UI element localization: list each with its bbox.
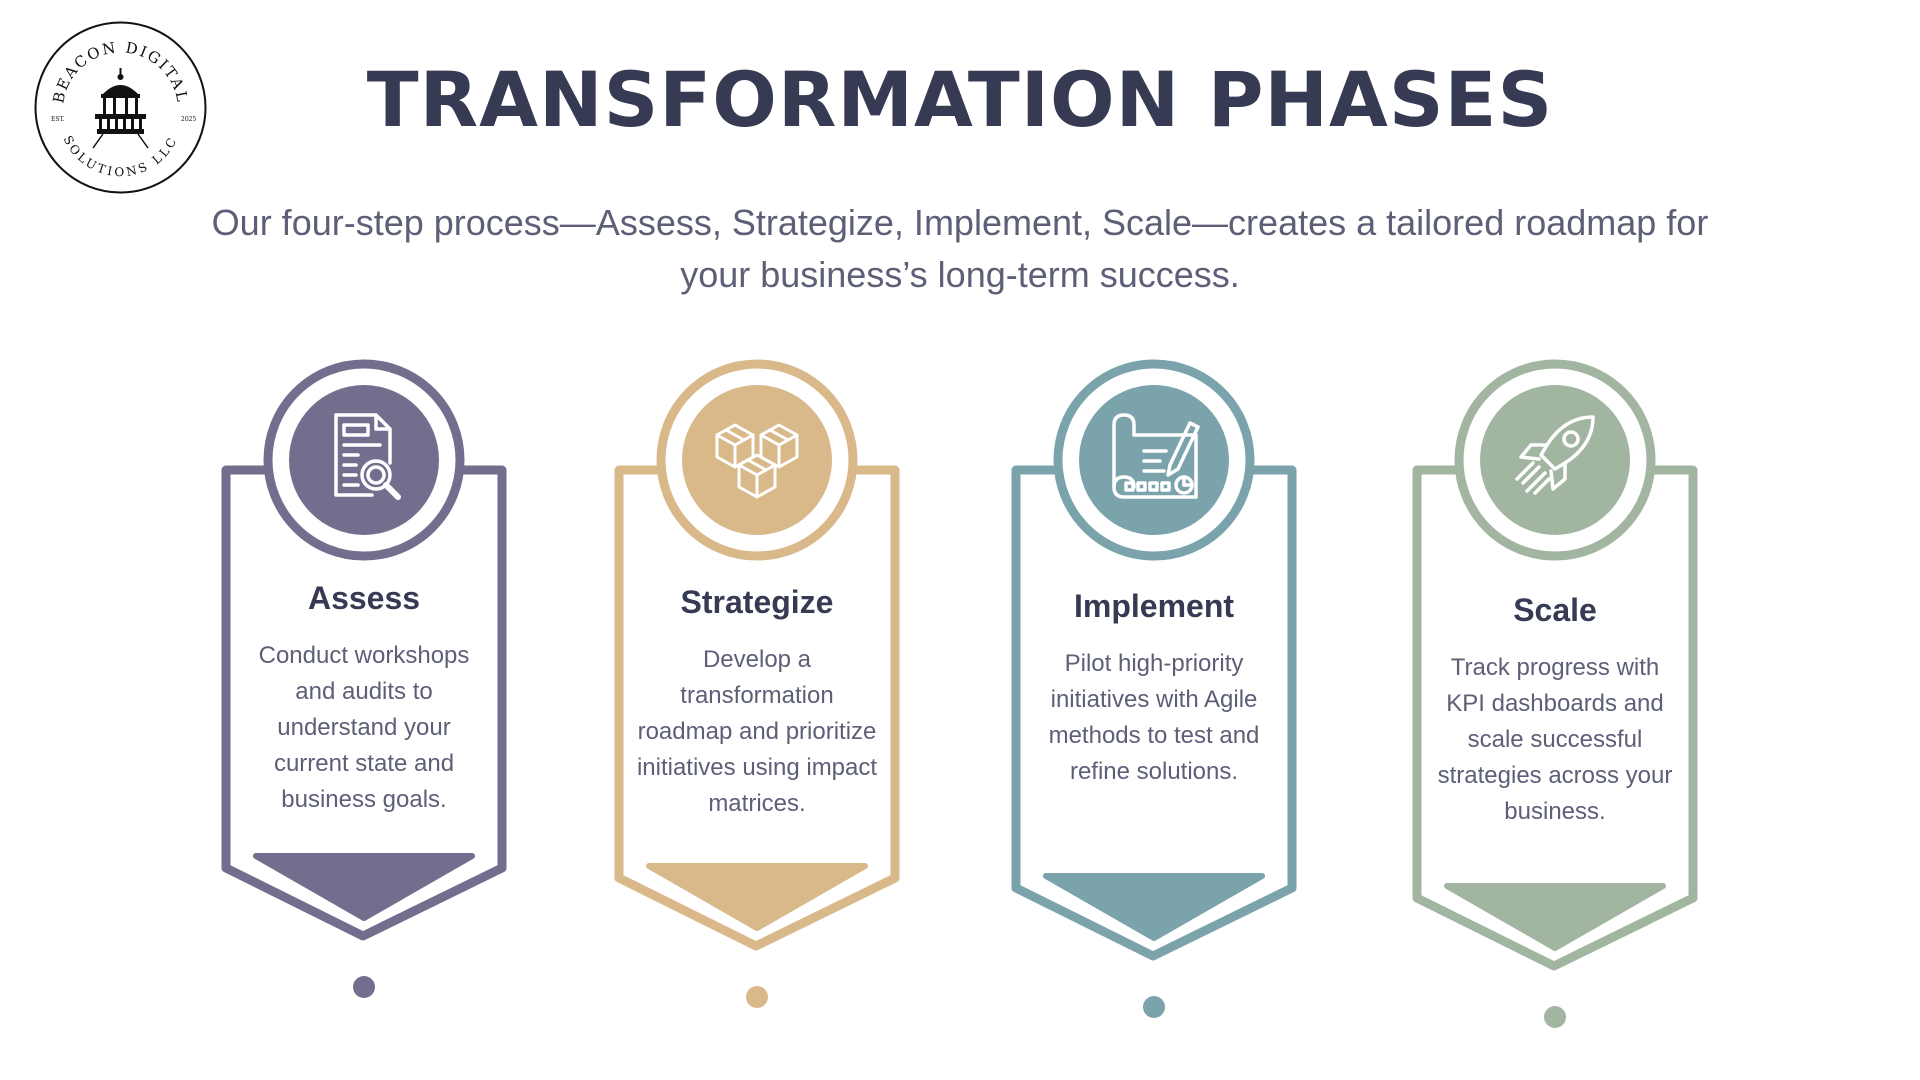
phase-card-implement: Implement Pilot high-priority initiative… [1004,359,1304,1040]
page-title: TRANSFORMATION PHASES [366,55,1554,144]
icon-badge [289,385,439,535]
card-pointer [1444,883,1666,951]
card-outline [221,465,507,941]
card-pointer [253,853,475,921]
company-logo: BEACON DIGITAL SOLUTIONS LLC EST. 2025 [34,21,207,194]
phase-frame [221,359,507,998]
logo-est-year: 2025 [181,116,196,123]
document-search-icon [334,413,401,500]
phase-description: Track progress with KPI dashboards and s… [1437,654,1673,825]
phase-frame [1412,359,1698,1028]
phase-card-scale: Scale Track progress with KPI dashboards… [1405,359,1705,1040]
lighthouse-logo-icon [92,68,149,149]
phase-description: Pilot high-priority initiatives with Agi… [1048,650,1260,785]
phase-title: Strategize [680,584,834,620]
icon-badge [682,385,832,535]
phase-title: Scale [1513,592,1597,628]
phase-card-assess: Assess Conduct workshops and audits to u… [214,359,514,1040]
timeline-dot [353,976,375,998]
timeline-dot [746,986,768,1008]
logo-est-label: EST. [51,116,65,123]
phase-card-strategize: Strategize Develop a transformation road… [607,359,907,1040]
timeline-dot [1544,1006,1566,1028]
blueprint-pencil-icon [1112,413,1200,499]
card-outline [1412,465,1698,971]
boxes-icon [715,423,799,499]
rocket-icon [1515,415,1595,495]
phase-frame [614,359,900,1008]
card-pointer [646,863,868,931]
card-outline [614,465,900,951]
phase-title: Assess [307,580,421,616]
card-outline [1011,465,1297,961]
phase-title: Implement [1073,588,1235,624]
phase-description: Conduct workshops and audits to understa… [258,642,470,813]
card-pointer [1043,873,1265,941]
timeline-dot [1143,996,1165,1018]
page-subtitle: Our four-step process—Assess, Strategize… [211,202,1709,295]
phase-description: Develop a transformation roadmap and pri… [636,646,878,817]
